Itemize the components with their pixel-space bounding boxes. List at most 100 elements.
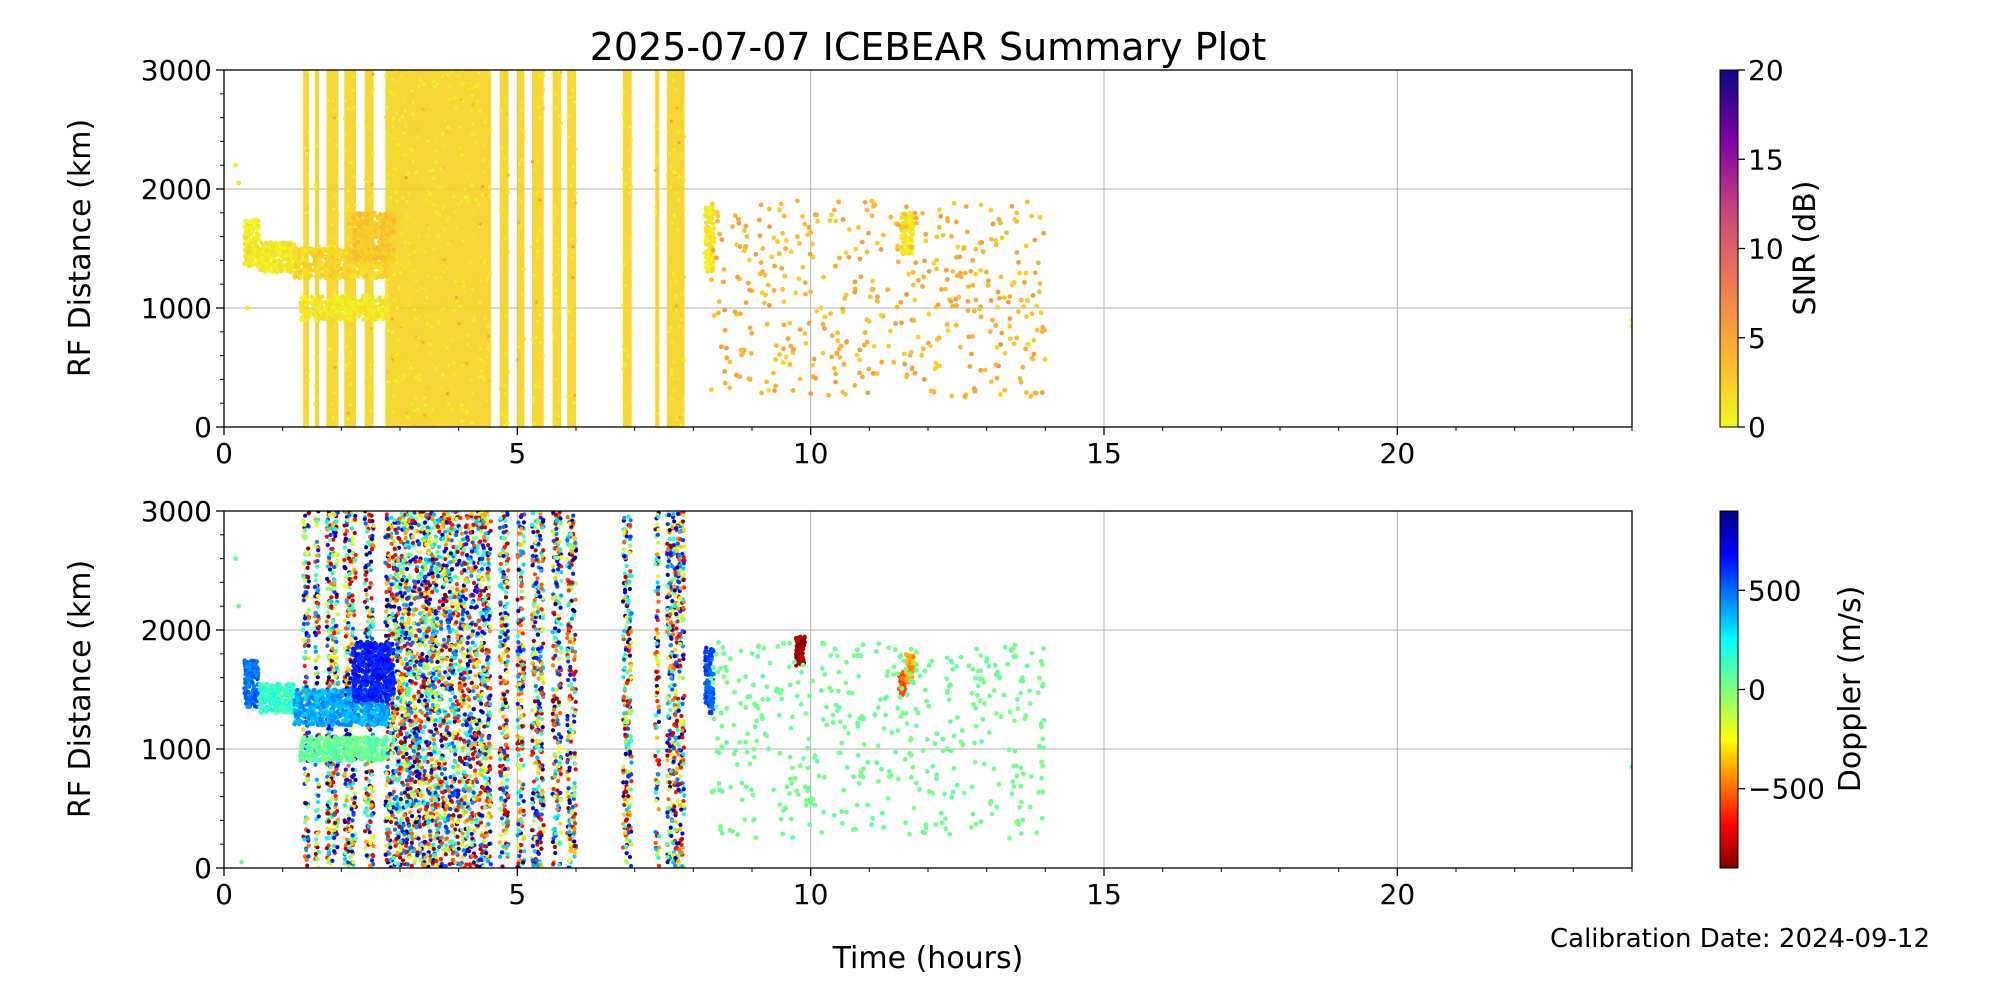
data-point	[302, 854, 307, 859]
data-point	[343, 634, 348, 639]
data-point	[411, 112, 415, 116]
data-point	[478, 347, 482, 351]
data-point	[485, 536, 490, 541]
data-point	[352, 557, 358, 563]
data-point	[821, 274, 826, 280]
data-point	[346, 189, 351, 193]
data-point	[305, 546, 311, 551]
data-point	[538, 313, 542, 317]
data-point	[342, 311, 348, 316]
data-point	[573, 201, 577, 205]
data-point	[350, 837, 355, 842]
data-point	[315, 251, 320, 257]
data-point	[473, 245, 477, 250]
data-point	[654, 125, 658, 129]
data-point	[765, 282, 771, 288]
data-point	[376, 270, 382, 276]
data-point	[434, 210, 438, 215]
data-point	[306, 265, 311, 270]
data-point	[343, 84, 347, 88]
data-point	[409, 363, 413, 367]
data-point	[1004, 230, 1010, 236]
data-point	[478, 82, 482, 87]
data-point	[370, 242, 376, 247]
data-point	[329, 595, 334, 600]
data-point	[417, 373, 421, 377]
data-point	[391, 214, 396, 219]
data-point	[552, 294, 556, 299]
data-point	[343, 843, 348, 848]
data-point	[314, 355, 318, 359]
data-point	[369, 409, 373, 413]
data-point	[347, 538, 352, 543]
data-point	[771, 287, 777, 293]
data-point	[377, 252, 383, 257]
data-point	[328, 634, 333, 639]
data-point	[400, 323, 404, 327]
data-point	[364, 799, 369, 805]
data-point	[1024, 389, 1029, 395]
data-point	[407, 360, 411, 364]
x-tick-label: 0	[215, 437, 233, 470]
data-point	[920, 210, 926, 216]
data-point	[446, 392, 450, 396]
data-point	[343, 251, 349, 257]
data-point	[628, 125, 632, 129]
data-point	[978, 267, 983, 273]
data-point	[901, 228, 906, 234]
data-point	[308, 309, 314, 315]
data-point	[233, 162, 239, 168]
data-point	[479, 701, 484, 706]
data-point	[429, 104, 433, 109]
data-point	[444, 140, 448, 144]
data-point	[367, 625, 372, 630]
data-point	[260, 251, 265, 257]
data-point	[354, 211, 359, 216]
data-point	[677, 174, 681, 178]
data-point	[328, 347, 332, 351]
data-point	[403, 656, 408, 662]
data-point	[537, 385, 541, 389]
data-point	[351, 626, 356, 631]
data-point	[369, 300, 375, 305]
data-point	[448, 384, 452, 388]
data-point	[331, 843, 336, 848]
data-point	[327, 684, 332, 689]
data-point	[464, 290, 468, 294]
data-point	[468, 81, 472, 86]
data-point	[322, 308, 327, 313]
data-point	[242, 224, 247, 230]
data-point	[303, 513, 308, 518]
data-point	[466, 198, 470, 203]
data-point	[972, 388, 978, 394]
data-point	[367, 238, 373, 243]
data-point	[342, 856, 348, 861]
data-point	[306, 178, 310, 182]
data-point	[453, 209, 457, 214]
data-point	[502, 406, 506, 410]
data-point	[351, 772, 357, 778]
data-point	[266, 241, 272, 246]
data-point	[328, 301, 333, 307]
data-point	[349, 807, 354, 812]
data-point	[332, 207, 336, 211]
data-point	[454, 295, 459, 300]
data-point	[345, 552, 350, 557]
data-point	[672, 213, 677, 218]
data-point	[415, 344, 419, 348]
data-point	[938, 213, 944, 219]
data-point	[431, 614, 436, 619]
data-point	[428, 192, 432, 196]
data-point	[987, 329, 993, 335]
data-point	[888, 328, 893, 334]
data-point	[944, 321, 950, 327]
data-point	[1015, 309, 1021, 315]
data-point	[312, 255, 317, 260]
data-point	[716, 299, 722, 305]
data-point	[436, 544, 442, 550]
data-point	[541, 74, 546, 78]
data-point	[454, 581, 460, 587]
data-point	[331, 668, 336, 673]
data-point	[488, 546, 493, 551]
data-point	[352, 231, 357, 236]
